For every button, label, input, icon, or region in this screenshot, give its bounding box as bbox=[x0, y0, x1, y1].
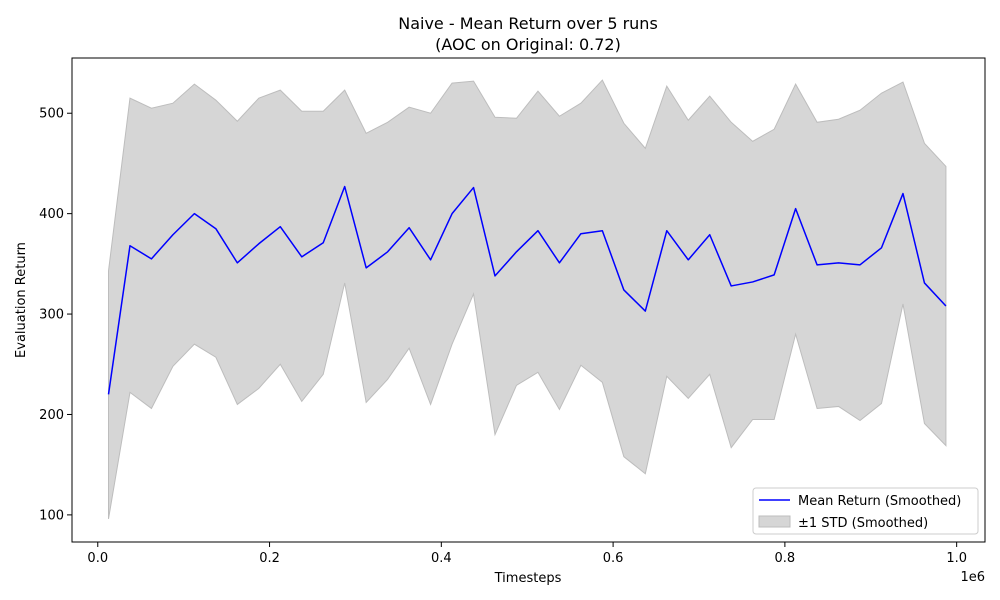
mean-point bbox=[794, 207, 798, 211]
mean-point bbox=[386, 250, 390, 254]
y-axis: 100 200 300 400 500 bbox=[39, 107, 72, 523]
mean-point bbox=[579, 232, 583, 236]
x-axis: 0.0 0.2 0.4 0.6 0.8 1.0 bbox=[87, 542, 967, 566]
mean-point bbox=[192, 212, 196, 216]
std-band bbox=[108, 79, 947, 519]
mean-point bbox=[708, 233, 712, 237]
mean-point bbox=[622, 288, 626, 292]
mean-point bbox=[686, 258, 690, 262]
x-tick-label: 0.2 bbox=[259, 551, 280, 566]
mean-point bbox=[815, 263, 819, 267]
mean-point bbox=[321, 241, 325, 245]
mean-point bbox=[729, 284, 733, 288]
mean-point bbox=[944, 304, 948, 308]
y-axis-label: Evaluation Return bbox=[14, 242, 29, 358]
mean-point bbox=[171, 233, 175, 237]
mean-point bbox=[665, 229, 669, 233]
mean-point bbox=[364, 266, 368, 270]
mean-point bbox=[472, 186, 476, 190]
mean-point bbox=[343, 185, 347, 189]
legend: Mean Return (Smoothed) ±1 STD (Smoothed) bbox=[752, 487, 979, 535]
x-tick-label: 0.4 bbox=[431, 551, 452, 566]
x-tick-label: 0.8 bbox=[775, 551, 796, 566]
mean-point bbox=[407, 226, 411, 230]
mean-point bbox=[257, 242, 261, 246]
mean-point bbox=[600, 229, 604, 233]
mean-point bbox=[772, 273, 776, 277]
plot-frame bbox=[71, 57, 986, 543]
y-tick-label: 500 bbox=[39, 107, 64, 122]
x-tick-label: 1.0 bbox=[946, 551, 967, 566]
mean-point bbox=[107, 392, 111, 396]
y-tick-label: 100 bbox=[39, 508, 64, 523]
mean-point bbox=[751, 280, 755, 284]
legend-box bbox=[752, 487, 979, 535]
mean-point bbox=[922, 281, 926, 285]
mean-point bbox=[450, 212, 454, 216]
mean-point bbox=[557, 261, 561, 265]
mean-point bbox=[901, 192, 905, 196]
mean-point bbox=[235, 261, 239, 265]
plot-area bbox=[107, 79, 948, 519]
x-tick-label: 0.6 bbox=[603, 551, 624, 566]
mean-point bbox=[858, 263, 862, 267]
mean-point bbox=[149, 257, 153, 261]
mean-point bbox=[493, 274, 497, 278]
y-tick-label: 400 bbox=[39, 207, 64, 222]
mean-point bbox=[880, 246, 884, 250]
mean-point bbox=[278, 225, 282, 229]
legend-std-band-swatch bbox=[758, 515, 791, 528]
x-axis-label: Timesteps bbox=[494, 571, 562, 586]
legend-std-label: ±1 STD (Smoothed) bbox=[798, 516, 928, 531]
x-tick-label: 0.0 bbox=[87, 551, 108, 566]
mean-point bbox=[643, 309, 647, 313]
mean-point bbox=[429, 258, 433, 262]
mean-point bbox=[300, 255, 304, 259]
mean-point bbox=[514, 250, 518, 254]
mean-point bbox=[837, 261, 841, 265]
mean-point bbox=[214, 227, 218, 231]
y-tick-label: 300 bbox=[39, 308, 64, 323]
mean-point bbox=[128, 244, 132, 248]
mean-point bbox=[536, 229, 540, 233]
chart-subtitle: (AOC on Original: 0.72) bbox=[435, 35, 621, 54]
chart-title: Naive - Mean Return over 5 runs bbox=[398, 14, 658, 33]
x-axis-offset-label: 1e6 bbox=[960, 570, 985, 585]
mean-return-line bbox=[107, 185, 947, 395]
y-tick-label: 200 bbox=[39, 408, 64, 423]
legend-mean-label: Mean Return (Smoothed) bbox=[798, 494, 961, 509]
